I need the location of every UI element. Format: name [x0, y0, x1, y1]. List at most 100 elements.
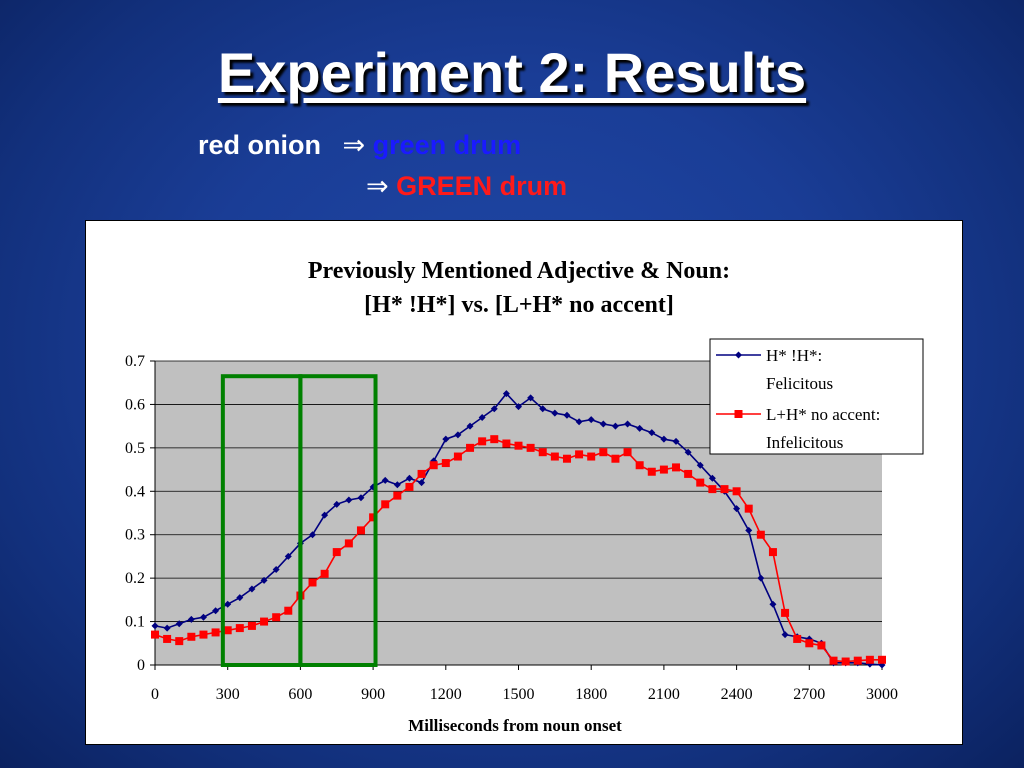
data-point-infelicitous	[369, 513, 378, 522]
legend-label-felicitous-1: H* !H*:	[766, 346, 822, 365]
data-point-felicitous	[309, 531, 317, 539]
data-point-infelicitous	[793, 634, 802, 643]
data-point-felicitous	[381, 476, 389, 484]
x-tick-label: 0	[151, 686, 159, 703]
data-point-felicitous	[599, 420, 607, 428]
legend-label-infelicitous-1: L+H* no accent:	[766, 405, 880, 424]
chart-title-line-1: Previously Mentioned Adjective & Noun:	[308, 258, 730, 284]
data-point-felicitous	[248, 585, 256, 593]
data-point-felicitous	[418, 479, 426, 487]
highlight-windows	[220, 374, 378, 667]
legend-box	[709, 338, 924, 455]
data-point-felicitous	[236, 594, 244, 602]
data-point-felicitous	[769, 600, 777, 608]
data-point-felicitous	[393, 481, 401, 489]
y-tick-label: 0.1	[125, 614, 145, 631]
data-point-felicitous	[648, 429, 656, 437]
y-tick-label: 0.6	[125, 396, 145, 413]
data-point-felicitous	[575, 418, 583, 426]
data-point-infelicitous	[781, 608, 790, 617]
data-point-felicitous	[539, 405, 547, 413]
data-point-felicitous	[708, 474, 716, 482]
data-point-infelicitous	[405, 482, 414, 491]
data-point-infelicitous	[260, 617, 269, 626]
data-point-infelicitous	[575, 450, 584, 459]
x-tick-label: 300	[216, 686, 240, 703]
y-tick-label: 0.2	[125, 570, 145, 587]
data-point-felicitous	[405, 474, 413, 482]
data-point-infelicitous	[684, 469, 693, 478]
legend-marker-infelicitous	[734, 410, 743, 418]
data-point-infelicitous	[211, 628, 220, 637]
y-tick-label: 0.5	[125, 440, 145, 457]
x-tick-label: 3000	[866, 686, 898, 703]
data-point-felicitous	[672, 437, 680, 445]
legend: H* !H*: Felicitous L+H* no accent: Infel…	[709, 338, 924, 455]
data-point-infelicitous	[356, 526, 365, 535]
data-point-infelicitous	[502, 439, 511, 448]
data-point-infelicitous	[417, 469, 426, 478]
slide-title: Experiment 2: Results	[217, 41, 807, 104]
data-point-infelicitous	[526, 443, 535, 452]
data-point-infelicitous	[841, 657, 850, 666]
data-point-infelicitous	[611, 454, 620, 463]
data-point-infelicitous	[599, 448, 608, 457]
implies-arrow-1: ⇒	[342, 130, 366, 161]
data-point-infelicitous	[247, 621, 256, 630]
data-point-felicitous	[187, 615, 195, 623]
data-point-felicitous	[696, 461, 704, 469]
data-point-infelicitous	[756, 530, 765, 539]
highlight-window-2	[298, 374, 378, 667]
data-point-felicitous	[587, 416, 595, 424]
data-point-infelicitous	[562, 454, 571, 463]
data-point-felicitous	[272, 565, 280, 573]
data-point-felicitous	[624, 420, 632, 428]
data-point-infelicitous	[441, 459, 450, 468]
data-point-infelicitous	[647, 467, 656, 476]
data-point-infelicitous	[659, 465, 668, 474]
y-tick-label: 0	[137, 657, 145, 674]
data-point-infelicitous	[805, 639, 814, 648]
series-layer	[151, 390, 886, 669]
data-point-infelicitous	[429, 461, 438, 470]
data-point-infelicitous	[393, 491, 402, 500]
implies-arrow-2: ⇒	[366, 171, 389, 202]
data-point-infelicitous	[550, 452, 559, 461]
data-point-infelicitous	[514, 441, 523, 450]
data-point-infelicitous	[635, 461, 644, 470]
data-point-infelicitous	[768, 548, 777, 557]
data-point-felicitous	[515, 403, 522, 411]
data-point-felicitous	[745, 526, 753, 534]
data-point-felicitous	[478, 413, 486, 421]
data-point-infelicitous	[829, 656, 838, 665]
x-tick-label: 1500	[503, 686, 535, 703]
data-point-felicitous	[454, 431, 462, 439]
data-point-infelicitous	[878, 655, 886, 664]
data-point-felicitous	[212, 607, 220, 615]
data-point-felicitous	[442, 435, 450, 443]
data-point-infelicitous	[587, 452, 596, 461]
data-point-felicitous	[757, 574, 765, 582]
data-point-infelicitous	[272, 613, 281, 622]
x-tick-label: 1800	[575, 686, 607, 703]
data-point-felicitous	[163, 624, 171, 632]
data-point-infelicitous	[199, 630, 208, 639]
chart-panel: Previously Mentioned Adjective & Noun: […	[85, 220, 963, 745]
data-point-felicitous	[224, 600, 232, 608]
target-phrase-felicitous: green drum	[372, 130, 522, 160]
subtitle-line-1: red onion ⇒ green drum	[198, 130, 521, 161]
data-point-felicitous	[490, 405, 498, 413]
y-tick-label: 0.3	[125, 527, 145, 544]
data-point-infelicitous	[708, 485, 717, 494]
data-point-felicitous	[284, 552, 292, 560]
data-point-felicitous	[175, 620, 183, 628]
data-point-infelicitous	[320, 569, 329, 578]
x-tick-label: 900	[361, 686, 385, 703]
subtitle-line-2: ⇒ GREEN drum	[366, 171, 567, 202]
x-tick-label: 2100	[648, 686, 680, 703]
data-point-infelicitous	[223, 626, 232, 635]
data-point-infelicitous	[744, 504, 753, 513]
data-point-infelicitous	[151, 630, 159, 639]
data-point-infelicitous	[732, 487, 741, 496]
legend-label-infelicitous-2: Infelicitous	[766, 433, 843, 452]
